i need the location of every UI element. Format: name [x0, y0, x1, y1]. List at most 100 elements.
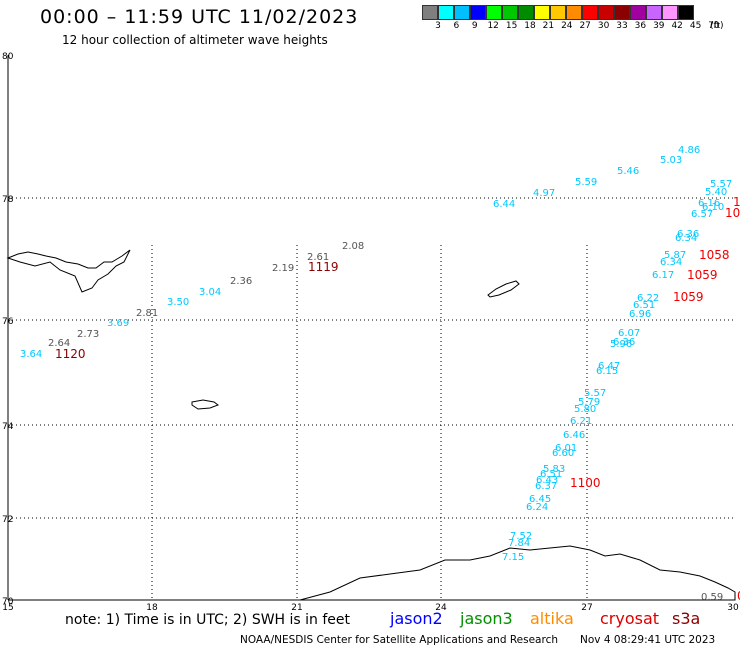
color-scale-label: 24 — [561, 21, 573, 31]
lat-label: 74 — [2, 422, 14, 432]
wave-height-gray: 2.19 — [272, 263, 294, 274]
color-swatch — [422, 5, 438, 20]
color-swatch — [438, 5, 454, 20]
color-scale-label: 45 — [689, 21, 702, 31]
color-swatch — [486, 5, 502, 20]
lat-label: 80 — [2, 52, 14, 62]
wave-height-cyan: 6.10 — [702, 202, 724, 213]
wave-height-gray: 2.08 — [342, 241, 364, 252]
color-scale-label: 27 — [579, 21, 591, 31]
wave-height-cyan: 6.46 — [563, 430, 585, 441]
wave-height-cyan: 6.22 — [637, 293, 659, 304]
coastline — [6, 249, 736, 601]
norway-coastline — [299, 545, 736, 601]
wave-height-gray: 2.73 — [77, 329, 99, 340]
wave-height-cyan: 3.69 — [107, 318, 129, 329]
wave-height-cyan: 5.46 — [617, 166, 639, 177]
wave-height-cyan: 5.57 — [710, 179, 732, 190]
wave-height-cyan: 7.52 — [510, 531, 532, 542]
footer-credit: NOAA/NESDIS Center for Satellite Applica… — [240, 634, 558, 646]
wave-height-gray: 2.81 — [136, 308, 158, 319]
color-scale-label: 39 — [653, 21, 665, 31]
lon-label: 21 — [291, 603, 302, 613]
pass-time-label: 1100 — [570, 476, 601, 490]
wave-height-cyan: 6.43 — [536, 475, 558, 486]
wave-height-cyan: 7.84 — [508, 538, 530, 549]
wave-height-gray: 2.36 — [230, 276, 252, 287]
lat-label: 72 — [2, 515, 13, 525]
map-title: 00:00 – 11:59 UTC 11/02/2023 — [40, 6, 359, 28]
color-swatch — [518, 5, 534, 20]
pass-time-label: 10 — [725, 206, 740, 220]
legend-altika: altika — [530, 609, 574, 628]
color-swatch — [550, 5, 566, 20]
wave-height-cyan: 6.16 — [698, 198, 720, 209]
color-swatch — [598, 5, 614, 20]
pass-time-label-darkred: 1120 — [55, 347, 86, 361]
wave-height-gray: 2.64 — [48, 338, 70, 349]
wave-height-cyan: 5.59 — [575, 177, 597, 188]
wave-height-cyan: 6.36 — [677, 229, 699, 240]
color-scale-bar — [422, 5, 694, 20]
pass-time-label: 1059 — [687, 268, 718, 282]
color-swatch — [582, 5, 598, 20]
wave-height-cyan: 6.15 — [596, 366, 618, 377]
pass-time-label: 1058 — [699, 248, 730, 262]
wave-height-cyan: 6.60 — [552, 448, 574, 459]
wave-height-cyan: 6.34 — [660, 257, 682, 268]
wave-height-cyan: 5.03 — [660, 155, 682, 166]
hopen-island-coastline — [487, 280, 520, 298]
svalbard-coastline — [6, 249, 131, 293]
pass-time-label: 1 — [733, 195, 740, 209]
bear-island-coastline — [191, 399, 220, 410]
wave-height-cyan: 6.07 — [618, 328, 640, 339]
legend-jason3: jason3 — [460, 609, 513, 628]
wave-height-cyan: 5.96 — [610, 339, 632, 350]
color-scale-label: 33 — [616, 21, 628, 31]
lat-label: 78 — [2, 195, 14, 205]
pass-time-label-darkred: 1119 — [308, 260, 339, 274]
wave-height-cyan: 6.51 — [540, 469, 562, 480]
wave-height-labels: 2.08 2.61 2.19 2.36 2.81 2.73 2.64 0.59 4.865.03… — [20, 145, 740, 603]
lon-label: 18 — [146, 603, 158, 613]
legend-note: note: 1) Time is in UTC; 2) SWH is in fe… — [65, 612, 351, 628]
color-scale-label: 9 — [471, 21, 478, 31]
pass-time-label: 1059 — [673, 290, 704, 304]
color-scale-label: 6 — [453, 21, 460, 31]
color-scale-label: 12 — [487, 21, 499, 31]
wave-height-gray: 2.61 — [307, 252, 329, 263]
wave-height-cyan: 3.64 — [20, 349, 42, 360]
wave-height-cyan: 4.97 — [533, 188, 555, 199]
color-scale-label: 21 — [542, 21, 555, 31]
wave-height-cyan: 5.80 — [574, 404, 596, 415]
wave-height-cyan: 4.86 — [678, 145, 700, 156]
wave-height-cyan: 6.36 — [613, 337, 635, 348]
footer-timestamp: Nov 4 08:29:41 UTC 2023 — [580, 634, 716, 646]
color-scale-label: 3 — [435, 21, 441, 31]
color-scale-label: 18 — [524, 21, 536, 31]
wave-height-cyan: 5.57 — [584, 388, 606, 399]
wave-height-cyan: 6.17 — [652, 270, 674, 281]
wave-height-cyan: 6.51 — [633, 300, 655, 311]
wave-height-cyan: 3.04 — [199, 287, 221, 298]
color-swatch — [454, 5, 470, 20]
lon-label: 30 — [727, 603, 739, 613]
color-swatch — [502, 5, 518, 20]
color-swatch — [630, 5, 646, 20]
wave-height-cyan: 5.83 — [543, 464, 565, 475]
wave-height-cyan: 6.34 — [675, 233, 697, 244]
wave-height-cyan: 6.47 — [598, 361, 620, 372]
color-swatch — [470, 5, 486, 20]
color-scale-label: 36 — [634, 21, 647, 31]
color-swatch — [566, 5, 582, 20]
lon-label: 15 — [2, 603, 13, 613]
lon-label: 27 — [581, 603, 592, 613]
lat-label: 70 — [2, 597, 14, 607]
wave-height-cyan: 5.40 — [705, 187, 727, 198]
color-swatch — [614, 5, 630, 20]
color-scale-labels: 3 6 9 12 15 18 21 24 27 30 33 36 39 42 45 70 — [422, 21, 734, 33]
wave-height-cyan: 6.24 — [526, 502, 548, 513]
legend-jason2: jason2 — [390, 609, 443, 628]
color-swatch — [534, 5, 550, 20]
